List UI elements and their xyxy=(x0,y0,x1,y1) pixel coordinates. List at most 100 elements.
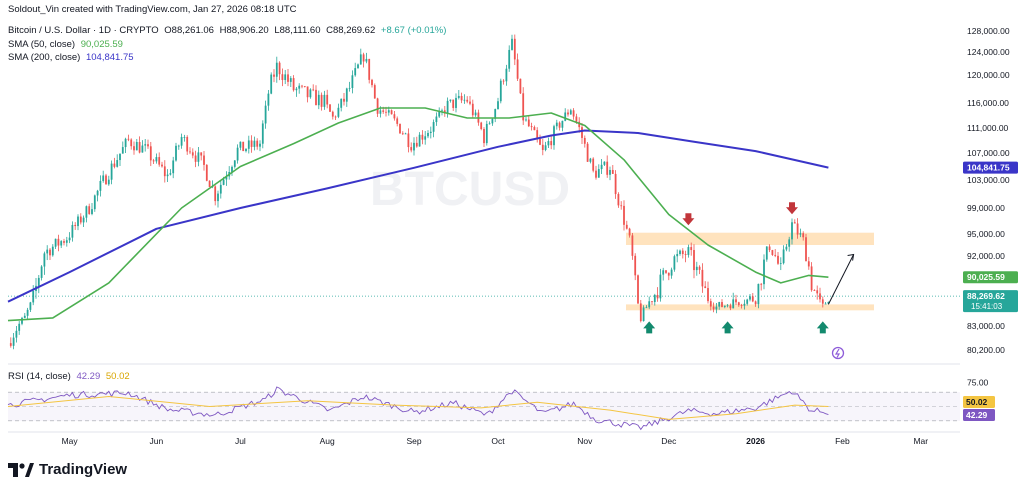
candle-body xyxy=(779,263,782,264)
candle-body xyxy=(659,274,662,299)
candle-body xyxy=(681,250,684,255)
candle-body xyxy=(634,255,637,276)
candle-body xyxy=(623,205,625,225)
candle-body xyxy=(474,112,477,116)
candle-body xyxy=(298,85,301,89)
candle-body xyxy=(729,305,732,309)
candle-body xyxy=(586,143,589,162)
date-tick-label: Mar xyxy=(913,436,928,446)
candle-body xyxy=(57,238,60,246)
candle-body xyxy=(65,240,68,243)
sma50-price-badge: 90,025.59 xyxy=(967,272,1005,282)
candle-body xyxy=(82,217,85,223)
ohlc-change: +8.67 (+0.01%) xyxy=(380,25,447,36)
price-tick-label: 83,000.00 xyxy=(967,321,1005,331)
symbol-legend[interactable]: Bitcoin / U.S. Dollar · 1D · CRYPTO O88,… xyxy=(8,25,449,36)
candle-body xyxy=(737,302,740,306)
sma200-legend[interactable]: SMA (200, close) 104,841.75 xyxy=(8,52,137,63)
candle-body xyxy=(637,275,639,304)
candle-body xyxy=(105,175,107,185)
candle-body xyxy=(345,88,348,102)
candle-body xyxy=(205,164,208,181)
candle-body xyxy=(113,163,116,167)
countdown-label: 15:41:03 xyxy=(971,302,1003,311)
candle-body xyxy=(149,146,152,161)
date-tick-label: 2026 xyxy=(746,436,765,446)
candle-body xyxy=(785,246,788,250)
candle-body xyxy=(385,111,387,113)
candle-body xyxy=(110,163,113,180)
candle-body xyxy=(373,85,376,99)
candle-body xyxy=(673,256,676,270)
candle-body xyxy=(536,130,539,139)
last-price-badge: 88,269.62 xyxy=(967,291,1005,301)
price-tick-label: 80,200.00 xyxy=(967,345,1005,355)
candle-body xyxy=(452,99,455,108)
candle-body xyxy=(816,290,819,294)
candle-body xyxy=(320,94,323,107)
tradingview-logo[interactable]: TradingView xyxy=(8,461,127,478)
replay-bolt-icon-glyph xyxy=(834,348,841,358)
candle-body xyxy=(572,110,575,117)
candle-body xyxy=(455,97,457,108)
candle-body xyxy=(37,277,40,286)
sma200-value: 104,841.75 xyxy=(85,52,134,63)
candle-body xyxy=(625,224,628,229)
candle-body xyxy=(558,122,561,128)
candle-body xyxy=(23,315,26,318)
candle-body xyxy=(317,94,320,106)
candle-body xyxy=(351,75,354,88)
candle-body xyxy=(698,266,701,270)
candle-body xyxy=(519,78,522,94)
candle-body xyxy=(9,343,12,346)
candle-body xyxy=(603,161,606,165)
candle-body xyxy=(278,62,281,75)
candle-body xyxy=(102,175,105,181)
candle-body xyxy=(161,164,163,167)
candle-body xyxy=(796,223,799,235)
candle-body xyxy=(264,105,267,124)
sma50-value: 90,025.59 xyxy=(80,39,123,50)
date-tick-label: Nov xyxy=(577,436,593,446)
candle-body xyxy=(309,89,312,98)
candle-body xyxy=(735,299,737,303)
candle-body xyxy=(723,305,726,307)
candle-body xyxy=(155,157,158,162)
up-arrow-marker-0 xyxy=(643,321,656,334)
candle-body xyxy=(135,142,138,151)
candle-body xyxy=(693,250,695,271)
candle-body xyxy=(718,302,721,307)
candle-body xyxy=(116,160,119,167)
candle-body xyxy=(645,307,648,309)
candle-body xyxy=(606,161,609,175)
candle-body xyxy=(74,224,77,227)
candle-body xyxy=(777,255,779,264)
symbol-watermark: BTCUSD xyxy=(370,163,570,216)
candle-body xyxy=(597,169,600,178)
candle-body xyxy=(354,68,357,76)
candle-body xyxy=(340,98,343,108)
candle-body xyxy=(259,143,261,147)
candle-body xyxy=(15,330,18,338)
candle-body xyxy=(295,88,298,91)
candle-body xyxy=(441,110,443,112)
candle-body xyxy=(79,216,82,223)
candle-body xyxy=(757,283,760,305)
candle-body xyxy=(172,160,175,174)
candle-body xyxy=(236,147,239,161)
candle-body xyxy=(306,86,309,98)
date-tick-label: Jun xyxy=(150,436,164,446)
candle-body xyxy=(648,301,651,308)
candle-body xyxy=(561,120,564,128)
candle-body xyxy=(631,235,634,256)
candle-body xyxy=(21,317,23,324)
candle-body xyxy=(371,79,373,86)
rsi-legend[interactable]: RSI (14, close) 42.29 50.02 xyxy=(8,371,133,382)
candle-body xyxy=(289,78,292,82)
candle-body xyxy=(261,123,264,144)
sma50-legend[interactable]: SMA (50, close) 90,025.59 xyxy=(8,39,126,50)
candle-body xyxy=(40,266,43,278)
candle-body xyxy=(763,259,765,285)
candle-body xyxy=(595,170,597,178)
